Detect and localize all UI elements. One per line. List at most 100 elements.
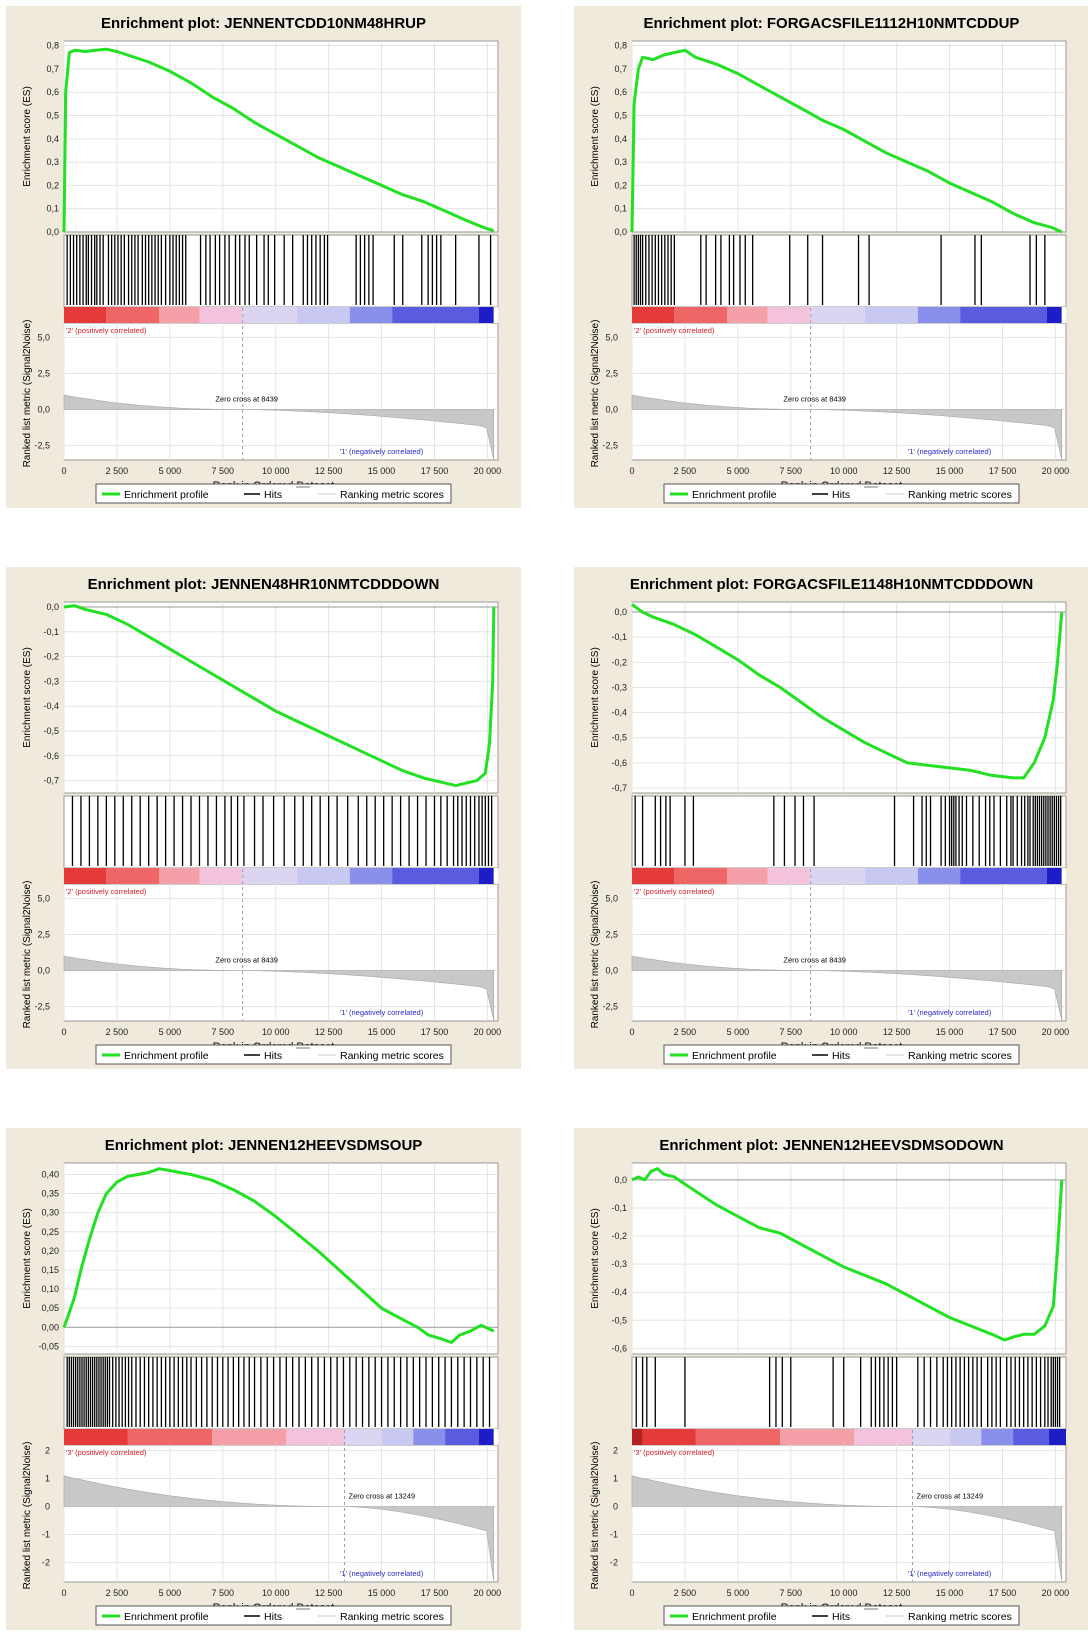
xtick-label: 5 000 (727, 466, 750, 476)
heat-bar-segment (767, 868, 810, 884)
metric-ytick-label: 2 (613, 1446, 618, 1456)
legend: Enrichment profile Hits Ranking metric sco… (95, 1605, 452, 1626)
legend: Enrichment profile Hits Ranking metric sco… (95, 1044, 452, 1065)
legend-profile-label: Enrichment profile (124, 1611, 209, 1623)
legend-hits-label: Hits (832, 489, 850, 501)
metric-y-axis-label: Ranked list metric (Signal2Noise) (590, 881, 601, 1029)
heat-bar-segment (493, 1429, 498, 1445)
heat-bar-segment (392, 868, 479, 884)
heat-bar-segment (106, 307, 160, 323)
xtick-label: 5 000 (727, 1027, 750, 1037)
enrichment-profile-line (63, 604, 496, 788)
xtick-label: 10 000 (830, 466, 858, 476)
xtick-label: 12 500 (315, 1588, 343, 1598)
negative-correlated-label: '1' (negatively correlated) (340, 1008, 424, 1017)
metric-ytick-label: 0,0 (605, 966, 618, 976)
enrichment-profile-line (631, 1167, 1064, 1342)
heat-bar-segment (727, 868, 768, 884)
hits-area (63, 795, 499, 869)
negative-correlated-label: '1' (negatively correlated) (908, 447, 992, 456)
metric-ytick-label: 1 (45, 1474, 50, 1484)
negative-correlated-label: '1' (negatively correlated) (908, 1008, 992, 1017)
es-ytick-label: 0,3 (46, 157, 59, 167)
positive-correlated-label: '2' (positively correlated) (66, 326, 147, 335)
heat-bar-segment (1046, 307, 1062, 323)
metric-ytick-label: 1 (613, 1474, 618, 1484)
enrichment-plot-svg: Enrichment plot: JENNEN48HR10NMTCDDDOWN 0… (22, 576, 501, 1065)
heat-bar-segment (809, 307, 865, 323)
heat-bar-segment (960, 307, 1047, 323)
es-ytick-label: 0,20 (41, 1246, 59, 1256)
legend-box (663, 483, 1020, 504)
legend: Enrichment profile Hits Ranking metric sco… (663, 1044, 1020, 1065)
enrichment-plot-panel: Enrichment plot: FORGACSFILE1112H10NMTCD… (574, 6, 1088, 508)
es-ytick-label: -0,5 (43, 726, 59, 736)
es-ytick-label: 0,2 (614, 180, 627, 190)
heat-bar-segment (917, 868, 961, 884)
ranking-metric-area (631, 955, 1063, 1022)
heat-bar-segment (780, 1429, 855, 1445)
xtick-label: 2 500 (106, 466, 129, 476)
es-ytick-label: -0,6 (611, 758, 627, 768)
metric-y-axis-label: Ranked list metric (Signal2Noise) (590, 1442, 601, 1590)
es-ytick-label: 0,30 (41, 1208, 59, 1218)
xtick-label: 20 000 (1042, 1027, 1070, 1037)
zero-cross-label: Zero cross at 8439 (215, 956, 278, 965)
heat-bar-segment (413, 1429, 446, 1445)
legend-metric-label: Ranking metric scores (340, 1050, 444, 1062)
metric-plot-area (631, 883, 1067, 1022)
heat-bar-segment (64, 868, 107, 884)
xtick-label: 7 500 (780, 1588, 803, 1598)
metric-ytick-label: 2,5 (605, 929, 618, 939)
legend-metric-label: Ranking metric scores (908, 489, 1012, 501)
plot-title: Enrichment plot: JENNENTCDD10NM48HRUP (101, 15, 426, 32)
negative-correlated-label: '1' (negatively correlated) (340, 1569, 424, 1578)
hits-area (631, 234, 1067, 308)
es-ytick-label: -0,2 (611, 657, 627, 667)
es-ytick-label: -0,5 (611, 1315, 627, 1325)
ranking-metric-area (631, 1475, 1063, 1583)
es-plot-area (631, 40, 1067, 233)
es-ytick-label: -0,3 (43, 676, 59, 686)
legend-box (95, 1044, 452, 1065)
legend: Enrichment profile Hits Ranking metric sco… (663, 483, 1020, 504)
xtick-label: 20 000 (474, 1588, 502, 1598)
legend-box (95, 1605, 452, 1626)
es-ytick-label: -0,4 (611, 1287, 627, 1297)
heat-bar-segment (64, 1429, 128, 1445)
heat-bar-segment (854, 1429, 912, 1445)
xtick-label: 2 500 (674, 1588, 697, 1598)
xtick-label: 2 500 (106, 1027, 129, 1037)
heat-bar-segment (199, 307, 242, 323)
metric-ytick-label: 0 (613, 1502, 618, 1512)
heat-bar-segment (127, 1429, 213, 1445)
es-ytick-label: -0,5 (611, 733, 627, 743)
xtick-label: 10 000 (262, 466, 290, 476)
heat-bar-segment (727, 307, 768, 323)
es-ytick-label: 0,00 (41, 1322, 59, 1332)
enrichment-plot-panel: Enrichment plot: JENNENTCDD10NM48HRUP 0,0… (6, 6, 521, 508)
xtick-label: 12 500 (883, 466, 911, 476)
metric-y-axis-label: Ranked list metric (Signal2Noise) (22, 320, 33, 468)
metric-ytick-label: 0,0 (37, 966, 50, 976)
heat-bar-segment (674, 868, 728, 884)
es-y-axis-label: Enrichment score (ES) (22, 647, 33, 748)
metric-ytick-label: 5,0 (37, 332, 50, 342)
es-plot-area (631, 1162, 1067, 1355)
metric-ytick-label: -2,5 (34, 1002, 50, 1012)
xtick-label: 12 500 (883, 1588, 911, 1598)
enrichment-plot-svg: Enrichment plot: JENNEN12HEEVSDMSODOWN 0,… (590, 1137, 1069, 1626)
es-ytick-label: -0,7 (43, 776, 59, 786)
xtick-label: 0 (61, 466, 66, 476)
xtick-label: 20 000 (1042, 466, 1070, 476)
enrichment-profile-line (630, 48, 1063, 234)
heat-bar-segment (296, 868, 350, 884)
xtick-label: 15 000 (936, 1588, 964, 1598)
zero-cross-label: Zero cross at 8439 (783, 956, 846, 965)
heat-bar-segment (478, 307, 494, 323)
es-ytick-label: 0,8 (614, 41, 627, 51)
legend-profile-label: Enrichment profile (124, 1050, 209, 1062)
zero-cross-label: Zero cross at 13249 (348, 1492, 415, 1501)
heat-bar-segment (349, 307, 393, 323)
heat-bar-segment (674, 307, 728, 323)
